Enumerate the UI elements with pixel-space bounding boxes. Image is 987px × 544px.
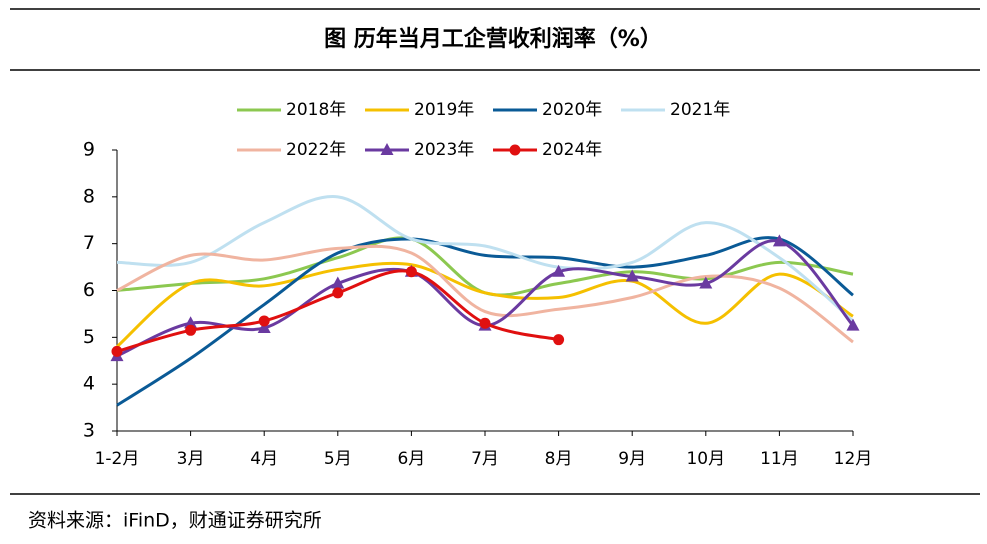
marker [552, 264, 566, 277]
x-tick-label: 7月 [471, 449, 499, 469]
legend-label: 2024年 [542, 140, 602, 160]
series-line [116, 261, 854, 348]
x-tick-label: 8月 [545, 449, 573, 469]
x-tick-label: 11月 [760, 449, 799, 469]
x-tick-label: 1-2月 [95, 449, 140, 469]
legend-label: 2018年 [286, 100, 346, 120]
marker [772, 234, 786, 247]
y-tick-label: 4 [83, 373, 95, 395]
legend-label: 2020年 [542, 100, 602, 120]
x-tick-label: 4月 [250, 449, 278, 469]
x-tick-label: 12月 [834, 449, 873, 469]
chart-title: 图 历年当月工企营收利润率（%） [324, 26, 662, 52]
y-tick-label: 7 [83, 232, 95, 254]
y-tick-label: 5 [83, 326, 95, 348]
marker [331, 276, 345, 289]
legend-label: 2022年 [286, 140, 346, 160]
y-tick-label: 8 [83, 185, 95, 207]
marker [257, 320, 271, 333]
series-line [116, 195, 854, 323]
marker [625, 269, 639, 282]
legend-label: 2023年 [414, 140, 474, 160]
marker [699, 276, 713, 289]
marker [509, 144, 521, 156]
marker [479, 317, 491, 329]
legend-label: 2021年 [670, 100, 730, 120]
series-line [116, 244, 854, 344]
x-tick-label: 6月 [397, 449, 425, 469]
y-tick-label: 6 [83, 279, 95, 301]
marker [332, 287, 344, 299]
marker [184, 316, 198, 329]
x-tick-label: 3月 [177, 449, 205, 469]
legend-label: 2019年 [414, 100, 474, 120]
y-tick-label: 3 [83, 420, 95, 442]
y-tick-label: 9 [83, 139, 95, 161]
x-tick-label: 10月 [686, 449, 725, 469]
marker [846, 318, 860, 331]
source: 资料来源：iFinD，财通证券研究所 [28, 510, 322, 532]
marker [380, 143, 394, 155]
marker [405, 266, 417, 278]
marker [553, 334, 565, 346]
marker [111, 345, 123, 357]
marker [258, 315, 270, 327]
x-tick-label: 5月 [324, 449, 352, 469]
x-tick-label: 9月 [618, 449, 646, 469]
marker [185, 324, 197, 336]
